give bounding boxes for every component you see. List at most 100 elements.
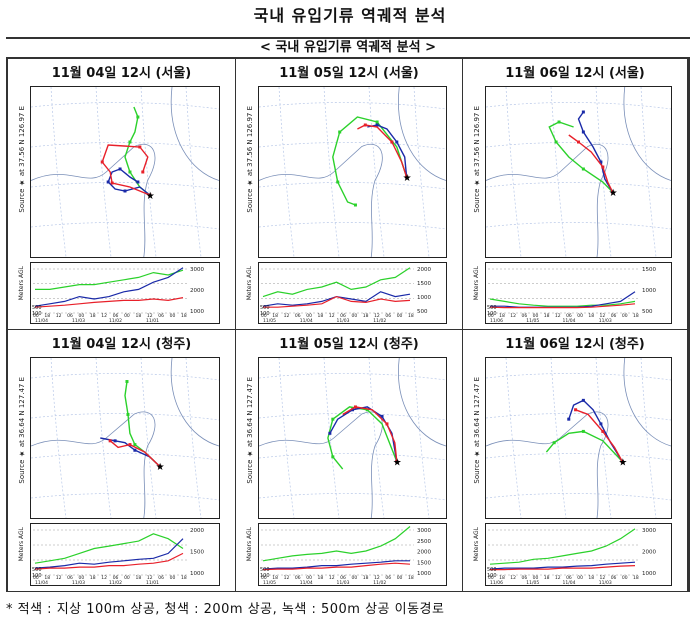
map-parallel: [486, 373, 671, 381]
altitude-profile: 2000 1500 1000 500 100 00 18 12 06 00 18 12 06 00 18 12…: [30, 523, 220, 586]
time-tick-label: 12: [101, 313, 107, 319]
map-svg: ★: [259, 358, 446, 518]
altitude-tick-label: 3000: [642, 528, 656, 534]
date-tick-label: 11/04: [300, 318, 313, 323]
altitude-tick-label: 1000: [642, 571, 656, 577]
source-star-icon: ★: [618, 458, 627, 469]
time-tick-label: 06: [295, 575, 301, 581]
trajectory-marker: [141, 170, 145, 174]
coastline: [398, 87, 446, 181]
date-tick-label: 11/04: [35, 318, 48, 323]
source-location-label: Source ★ at 36.64 N 127.47 E: [18, 377, 26, 484]
trajectory-marker: [581, 398, 585, 402]
map-parallel: [31, 182, 219, 190]
map-parallel: [31, 493, 219, 501]
time-tick-label: 06: [566, 575, 572, 581]
map-parallel: [31, 222, 219, 230]
trajectory-marker: [110, 181, 114, 185]
trajectory-marker: [108, 439, 112, 443]
time-tick-label: 00: [33, 575, 39, 581]
date-tick-label: 11/02: [109, 318, 122, 323]
trajectory-marker: [581, 167, 585, 171]
map-parallel: [31, 413, 219, 421]
map-parallel: [486, 413, 671, 421]
time-tick-label: 18: [44, 575, 50, 581]
time-tick-label: 18: [272, 575, 278, 581]
trajectory-marker: [620, 460, 624, 464]
trajectory-marker: [158, 464, 162, 468]
altitude-trace: [262, 267, 411, 298]
altitude-profile: 2000 1500 1000 500 500 100 00 18 12 06 00 18 12 06 00 1…: [258, 262, 447, 324]
time-tick-label: 00: [261, 575, 267, 581]
coastline: [259, 144, 383, 257]
map-meridian: [550, 358, 567, 518]
date-tick-label: 11/02: [109, 580, 122, 585]
trajectory-marker: [574, 408, 578, 412]
altitude-trace: [35, 269, 184, 290]
time-tick-label: 00: [33, 313, 39, 319]
trajectory-marker: [133, 448, 137, 452]
trajectory-marker: [577, 140, 580, 144]
altitude-tick-label: 1500: [417, 281, 431, 287]
time-tick-label: 12: [147, 313, 153, 319]
altitude-tick-label: 1500: [417, 560, 431, 566]
date-tick-label: 11/05: [263, 318, 276, 323]
date-tick-label: 11/03: [599, 580, 612, 585]
map-parallel: [31, 373, 219, 381]
trajectory-panel: 11월 06일 12시 (청주) Source ★ at 36.64 N 127.…: [463, 330, 688, 592]
trajectory-marker: [385, 422, 389, 426]
trajectory-panel: 11월 06일 12시 (서울) Source ★ at 37.56 N 126.…: [463, 59, 688, 330]
altitude-trace: [262, 562, 411, 571]
trajectory-200m: [329, 406, 398, 462]
time-tick-label: 12: [600, 313, 606, 319]
altitude-axis-label: Meters AGL: [246, 527, 253, 562]
altitude-low-tick-label: 500: [487, 305, 497, 311]
trajectory-marker: [375, 120, 379, 124]
trajectory-marker: [581, 110, 585, 114]
altitude-low-tick-label: 500: [32, 305, 42, 311]
map-parallel: [31, 453, 219, 461]
map-parallel: [259, 142, 446, 150]
altitude-trace: [34, 538, 184, 569]
map-meridian: [50, 87, 67, 257]
altitude-low-tick-label: 100: [32, 311, 42, 317]
trajectory-100m: [568, 134, 614, 193]
map-meridian: [140, 87, 157, 257]
date-tick-label: 11/01: [146, 318, 159, 323]
map-meridian: [50, 358, 67, 518]
time-tick-label: 18: [363, 313, 369, 319]
altitude-low-tick-label: 500: [32, 567, 42, 573]
altitude-tick-label: 1000: [190, 571, 204, 577]
map-parallel: [259, 222, 446, 230]
trajectory-marker: [581, 130, 585, 134]
time-tick-label: 12: [284, 313, 290, 319]
trajectory-map: ★: [30, 86, 220, 258]
source-star-icon: ★: [609, 188, 618, 199]
trajectory-marker: [611, 190, 615, 194]
trajectory-map: ★: [485, 357, 672, 519]
time-tick-label: 06: [611, 313, 617, 319]
date-tick-label: 11/05: [526, 580, 539, 585]
altitude-tick-label: 500: [417, 309, 428, 315]
date-tick-label: 11/03: [72, 580, 85, 585]
altitude-tick-label: 1500: [190, 550, 204, 556]
source-location-label: Source ★ at 36.64 N 127.47 E: [473, 377, 481, 484]
panel-title: 11월 04일 12시 (서울): [51, 66, 192, 81]
map-svg: ★: [31, 358, 219, 518]
altitude-axis-label: Meters AGL: [18, 266, 25, 301]
time-tick-label: 12: [147, 575, 153, 581]
trajectory-marker: [581, 429, 585, 433]
time-tick-label: 12: [56, 313, 62, 319]
altitude-tick-label: 1000: [417, 571, 431, 577]
altitude-tick-label: 2500: [417, 539, 431, 545]
altitude-tick-label: 1000: [190, 309, 204, 315]
date-tick-label: 11/04: [563, 580, 576, 585]
time-tick-label: 06: [113, 575, 119, 581]
figure-subtitle: < 국내 유입기류 역궤적 분석 >: [6, 39, 690, 59]
altitude-tick-label: 1000: [642, 288, 656, 294]
trajectory-marker: [554, 140, 558, 144]
time-tick-label: 12: [555, 575, 561, 581]
time-tick-label: 06: [611, 575, 617, 581]
